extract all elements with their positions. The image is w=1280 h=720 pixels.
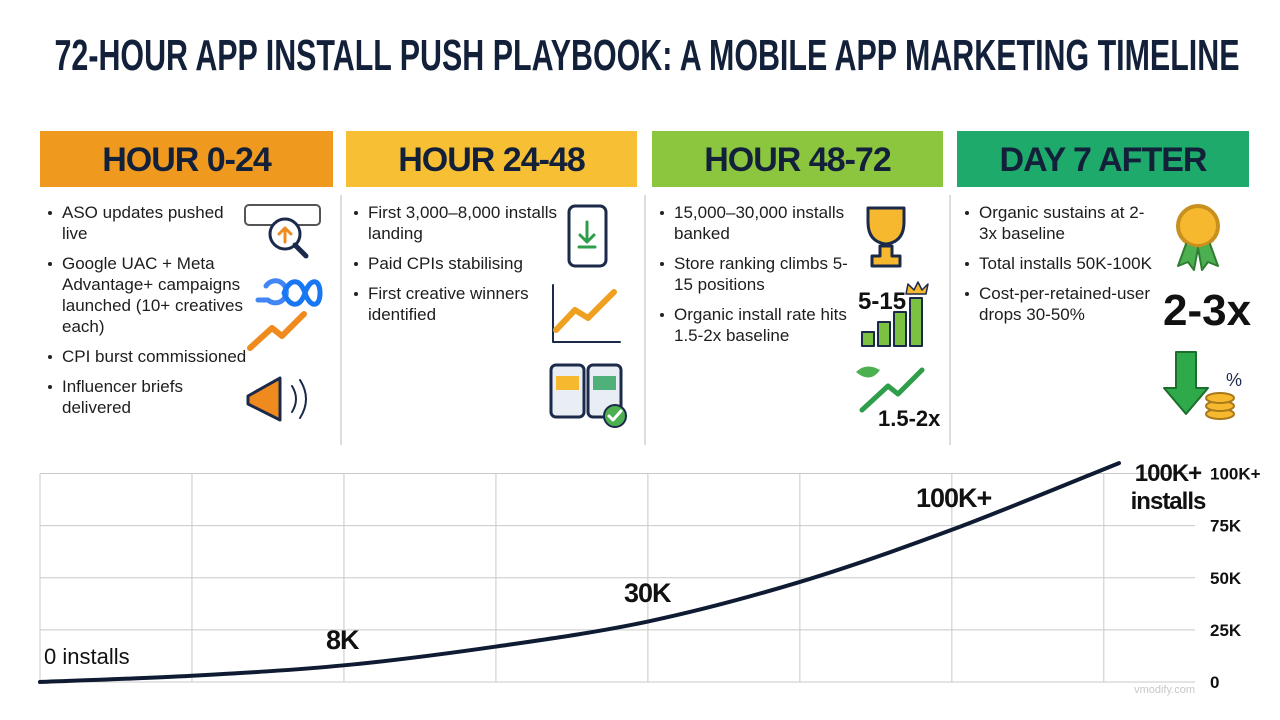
bullet: First creative winners identified <box>354 283 558 325</box>
curve-annotation: 8K <box>326 625 360 655</box>
ribbon-icon <box>1177 243 1219 271</box>
y-tick-label: 0 <box>1210 673 1219 692</box>
icon-label: 5-15 <box>858 288 907 315</box>
y-tick-label: 50K <box>1210 569 1242 588</box>
bullet: 15,000–30,000 installs banked <box>660 202 849 244</box>
bar-icon <box>877 321 891 347</box>
bullet-list: Organic sustains at 2-3x baseline Total i… <box>957 202 1154 334</box>
axis-icon <box>552 284 621 343</box>
check-mark <box>607 409 623 422</box>
bar-icon <box>909 297 923 347</box>
sound-waves <box>291 379 307 419</box>
curve-annotation: 30K <box>624 578 672 608</box>
up-arrow-icon <box>277 226 293 244</box>
column-header: HOUR 48-72 <box>652 131 943 187</box>
bullet: Organic sustains at 2-3x baseline <box>965 202 1154 244</box>
page-title: 72-HOUR APP INSTALL PUSH PLAYBOOK: A MOB… <box>55 31 1240 80</box>
icon-label: 2-3x <box>1163 286 1252 335</box>
bar-icon <box>861 331 875 347</box>
meta-icon <box>281 279 323 307</box>
medal-icon <box>1176 204 1220 248</box>
install-curve <box>38 461 1122 684</box>
trophy-base <box>870 244 902 268</box>
bar-icon <box>893 311 907 347</box>
coins-icon <box>1205 392 1235 420</box>
crown-icon <box>905 281 929 295</box>
bullet-list: First 3,000–8,000 installs landing Paid C… <box>346 202 558 334</box>
y-tick-label: 75K <box>1210 517 1242 536</box>
curve-annotation: 100K+ installs <box>1130 460 1207 515</box>
column-dividers <box>340 195 951 445</box>
ad-card <box>556 376 579 390</box>
rank-bars <box>861 297 923 347</box>
megaphone-icon <box>246 376 282 422</box>
percent-icon: % <box>1226 370 1242 390</box>
curve-annotation: 0 installs <box>44 644 130 669</box>
bullet: Store ranking climbs 5-15 positions <box>660 254 848 294</box>
install-chart: 0 25K 50K 75K 100K+ <box>38 461 1261 692</box>
column-header: HOUR 0-24 <box>40 131 333 187</box>
ad-card <box>593 376 616 390</box>
bullet-list: ASO updates pushed live Google UAC + Meta… <box>40 202 252 427</box>
y-tick-label: 100K+ <box>1210 465 1261 484</box>
column-header: DAY 7 AFTER <box>957 131 1249 187</box>
bullet-list: 15,000–30,000 installs banked Store ranki… <box>652 202 849 355</box>
growth-arrow-icon <box>859 367 925 413</box>
bullet: Total installs 50K-100K <box>965 253 1154 274</box>
download-icon <box>577 220 597 249</box>
bullet: Influencer briefs delivered <box>48 376 252 418</box>
bullet: First 3,000–8,000 installs landing <box>354 203 557 243</box>
watermark: vmodify.com <box>1134 684 1195 696</box>
bullet: Google UAC + Meta Advantage+ campaigns l… <box>48 253 252 337</box>
bullet: ASO updates pushed live <box>48 202 252 244</box>
growth-arrow-icon <box>247 311 307 351</box>
y-tick-label: 25K <box>1210 621 1242 640</box>
magnifier-handle <box>292 242 309 259</box>
column-header: HOUR 24-48 <box>346 131 637 187</box>
bullet: Cost-per-retained-user drops 30-50% <box>965 283 1154 325</box>
bullet: Organic install rate hits 1.5-2x baselin… <box>660 304 849 346</box>
curve-annotation: 100K+ <box>916 483 992 513</box>
trend-arrow-icon <box>553 289 617 333</box>
leaf-icon <box>856 366 880 378</box>
trophy-icon <box>866 206 906 246</box>
phone-icon <box>549 363 586 419</box>
icon-label: 1.5-2x <box>878 406 941 431</box>
bullet: Paid CPIs stabilising <box>354 253 558 274</box>
coin <box>1205 392 1235 404</box>
icons: % <box>244 204 1242 428</box>
bullet: CPI burst commissioned <box>48 346 252 367</box>
down-arrow-icon <box>1163 351 1209 415</box>
